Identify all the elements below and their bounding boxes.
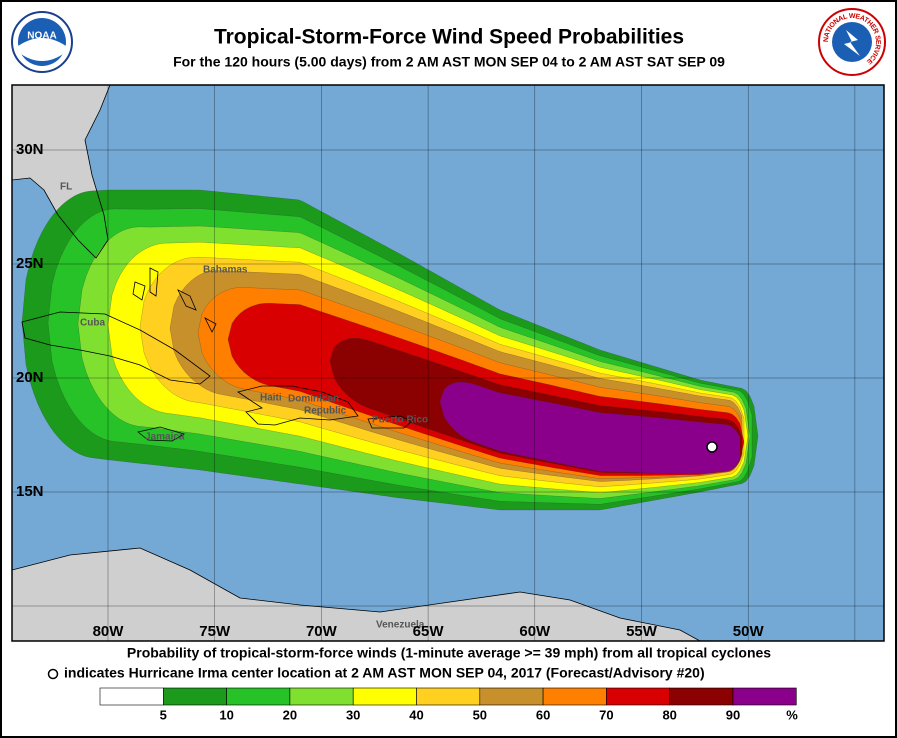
place-label: FL [60,182,72,193]
footer-line: Probability of tropical-storm-force wind… [127,645,771,661]
coastline [137,426,186,442]
legend: 5 10 20 30 40 50 60 70 80 90% [99,687,798,722]
longitude-label: 55W [626,623,658,640]
longitude-label: 70W [306,623,338,640]
center-symbol [47,668,59,680]
legend-label: 20 [283,707,297,722]
legend-label: 50 [473,707,487,722]
coastline [12,85,111,259]
land-mass [12,548,700,641]
legend-swatch [416,687,481,706]
legend-swatch [352,687,417,706]
storm-center [706,441,718,453]
latitude-label: 25N [16,255,44,272]
latitude-label: 20N [16,369,44,386]
legend-label: 5 [160,707,167,722]
latitude-label: 30N [16,141,44,158]
place-label: Venezuela [376,620,425,631]
legend-swatch [669,687,734,706]
coastline [367,415,413,429]
coastline [237,385,359,426]
legend-label: 90 [726,707,740,722]
legend-label: 40 [409,707,423,722]
place-label: Dominican [288,394,339,405]
coastline [12,547,701,641]
legend-swatch [163,687,227,706]
probability-band [439,381,741,474]
legend-unit: % [786,707,798,722]
title: Tropical-Storm-Force Wind Speed Probabil… [214,26,684,49]
longitude-label: 60W [519,623,551,640]
longitude-label: 65W [413,623,445,640]
longitude-label: 75W [199,623,231,640]
map-border [11,84,885,642]
place-label: Jamaica [145,432,185,443]
nws-logo: NATIONAL WEATHER SERVICE [818,8,886,76]
axis-labels: 30N 25N 20N 15N 80W 75W 70W 65W 60W 55W 50W [16,141,764,640]
logo-text: NOAA [27,31,56,42]
legend-swatch [606,687,671,706]
place-label: Puerto Rico [372,415,428,426]
longitude-label: 50W [733,623,765,640]
graticule [12,85,884,641]
map: FL Bahamas Cuba Haiti Dominican Republic… [12,85,884,641]
coastline [132,267,217,333]
probability-contours [21,189,759,511]
place-label: Republic [304,406,347,417]
legend-swatch [99,687,164,706]
footer-line: indicates Hurricane Irma center location… [64,665,705,681]
coastline [21,311,211,385]
subtitle: For the 120 hours (5.00 days) from 2 AM … [173,54,725,70]
legend-label: 60 [536,707,550,722]
place-label: Bahamas [203,265,248,276]
latitude-label: 15N [16,483,44,500]
place-label: Cuba [80,318,105,329]
legend-swatch [226,687,291,706]
legend-swatch [542,687,607,706]
legend-label: 70 [599,707,613,722]
longitude-label: 80W [93,623,125,640]
place-label: Haiti [260,393,282,404]
legend-label: 30 [346,707,360,722]
legend-label: 80 [662,707,676,722]
legend-swatch [479,687,544,706]
coastlines [12,85,701,641]
legend-label: 10 [219,707,233,722]
noaa-logo: NOAA [11,11,73,73]
legend-swatch [732,687,797,706]
legend-swatch [289,687,354,706]
